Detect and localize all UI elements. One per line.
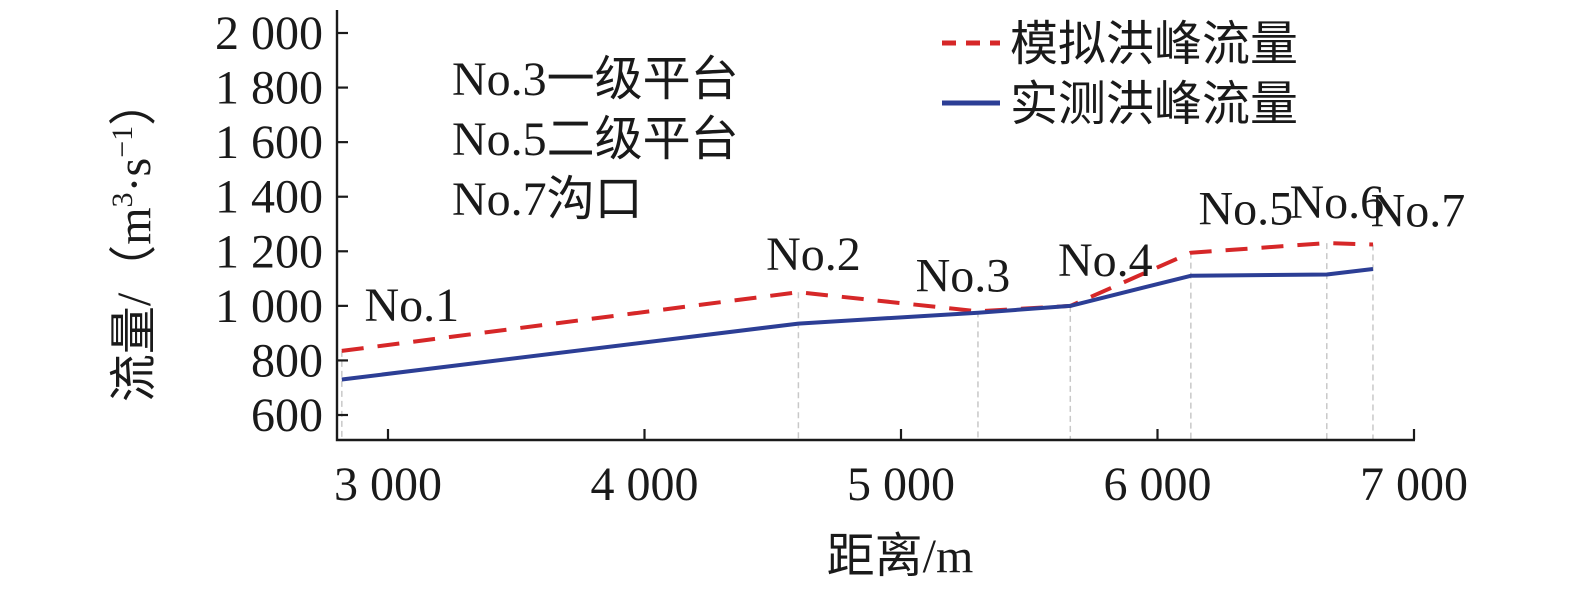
y-tick-label: 2 000 [215, 7, 323, 60]
series-line-observed [341, 267, 1374, 382]
x-tick-label: 5 000 [847, 458, 955, 511]
y-tick-label: 600 [251, 389, 323, 442]
y-tick-label: 1 800 [215, 62, 323, 115]
station-label: No.2 [766, 228, 861, 281]
axes [335, 10, 1415, 442]
legend-label-observed: 实测洪峰流量 [1010, 78, 1298, 131]
y-axis-title-main: 流量/（ [108, 245, 161, 402]
x-tick-label: 7 000 [1360, 458, 1468, 511]
y-tick-label: 1 600 [215, 116, 323, 169]
y-tick-label: 1 000 [215, 280, 323, 333]
annotation-no5-platform: No.5二级平台 [452, 113, 739, 166]
station-label: No.5 [1199, 183, 1294, 236]
x-axis-title: 距离/m [827, 530, 974, 583]
station-label: No.1 [364, 279, 459, 332]
y-axis-title: 流量/（m3·s−1） [106, 78, 161, 402]
y-axis-unit-s-exponent: −1 [106, 126, 139, 158]
x-axis-ticks: 3 000 4 000 5 000 6 000 7 000 [334, 429, 1468, 511]
x-tick-label: 3 000 [334, 458, 442, 511]
legend: 模拟洪峰流量 实测洪峰流量 [942, 18, 1298, 131]
x-tick-label: 4 000 [591, 458, 699, 511]
station-label: No.3 [916, 249, 1011, 302]
axes-frame [335, 10, 1415, 442]
y-tick-label: 1 200 [215, 225, 323, 278]
y-tick-label: 800 [251, 334, 323, 387]
x-tick-label: 6 000 [1104, 458, 1212, 511]
station-label: No.6 [1289, 176, 1384, 229]
legend-label-simulated: 模拟洪峰流量 [1010, 18, 1298, 71]
svg-text:流量/（m3·s−1）: 流量/（m3·s−1） [106, 78, 161, 402]
annotation-no3-platform: No.3一级平台 [452, 53, 739, 106]
series-lines [341, 241, 1374, 382]
y-axis-title-close: ） [108, 78, 161, 126]
y-axis-unit-m: m [108, 207, 161, 244]
station-label: No.4 [1058, 234, 1153, 287]
y-tick-label: 1 400 [215, 171, 323, 224]
y-axis-unit-m-exponent: 3 [106, 192, 139, 207]
y-axis-unit-s: ·s [108, 158, 161, 193]
station-label: No.7 [1371, 184, 1466, 237]
station-labels: No.1 No.2 No.3 No.4 No.5No.6No.7 [364, 176, 1465, 332]
annotation-no7-outlet: No.7沟口 [452, 173, 643, 226]
